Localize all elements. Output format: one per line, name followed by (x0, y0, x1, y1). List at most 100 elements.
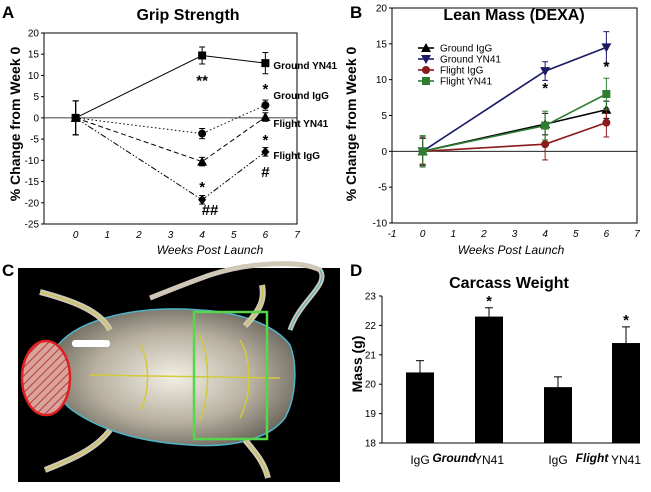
y-tick-label: 23 (365, 292, 377, 303)
marker-bar-icon (72, 340, 110, 347)
y-axis-label: % Change from Week 0 (7, 47, 23, 202)
legend-entry: Flight IgG (440, 66, 484, 77)
y-tick-label: 18 (365, 439, 377, 450)
x-tick-label: 4 (199, 230, 205, 241)
series-end-label: Flight YN41 (273, 119, 328, 130)
data-point (261, 59, 270, 68)
group-label-flight: Flight (576, 451, 610, 465)
data-point (602, 118, 611, 127)
x-tick-label: 4 (542, 229, 548, 240)
legend-swatch-marker (422, 66, 430, 74)
y-tick-label: 15 (28, 50, 40, 61)
panel-label-b: B (350, 3, 362, 22)
legend-entry: Ground IgG (440, 44, 492, 55)
significance-marker: * (199, 179, 205, 196)
data-point (602, 90, 611, 98)
legend-swatch-marker (422, 77, 430, 85)
y-tick-label: -10 (373, 219, 388, 230)
data-point (541, 121, 550, 130)
y-tick-label: 5 (33, 92, 39, 103)
data-point (198, 129, 207, 138)
x-tick-label: 7 (294, 230, 300, 241)
data-point (541, 140, 550, 149)
bar (544, 387, 572, 443)
x-tick-label: 3 (512, 229, 518, 240)
y-tick-label: -5 (30, 135, 39, 146)
head-exclusion-region-icon (20, 339, 72, 417)
x-tick-label: 0 (420, 229, 426, 240)
x-tick-label: 2 (480, 229, 487, 240)
series-line (75, 104, 266, 135)
significance-marker: * (486, 293, 492, 310)
x-tick-label: 5 (573, 229, 579, 240)
x-tick-label: 2 (135, 230, 142, 241)
series-end-label: Ground IgG (273, 91, 329, 102)
series-line (75, 54, 266, 119)
significance-marker: ** (196, 73, 208, 90)
series-line (75, 117, 266, 201)
series-line (75, 116, 266, 163)
x-tick-label: 6 (263, 230, 269, 241)
plot-frame (391, 7, 638, 224)
data-point (260, 112, 271, 122)
category-label: IgG (548, 453, 567, 467)
legend-entry: Flight YN41 (440, 77, 493, 88)
y-tick-label: -10 (25, 156, 40, 167)
data-point (418, 147, 427, 156)
y-axis-label: % Change from Week 0 (343, 47, 359, 202)
y-tick-label: 22 (365, 321, 377, 332)
data-point (261, 146, 270, 157)
series-end-label: Flight IgG (273, 151, 320, 162)
y-tick-label: 20 (365, 380, 377, 391)
data-point (71, 112, 80, 123)
mouse-body-icon (51, 308, 296, 447)
y-tick-label: -25 (25, 220, 40, 231)
y-tick-label: 10 (28, 71, 40, 82)
bar (406, 372, 434, 443)
roi-box-icon (192, 310, 269, 441)
group-label-ground: Ground (432, 451, 476, 465)
x-tick-label: 3 (168, 230, 174, 241)
x-axis-label: Weeks Post Launch (157, 243, 264, 257)
y-tick-label: 0 (381, 147, 387, 158)
data-point (540, 67, 551, 77)
dexa-scan-image (18, 261, 340, 482)
legend-entry: Ground YN41 (440, 55, 501, 66)
x-tick-label: 0 (73, 230, 79, 241)
panel-label-d: D (350, 261, 362, 280)
panel-label-a: A (2, 3, 14, 22)
data-point (198, 51, 207, 60)
x-tick-label: 6 (604, 229, 610, 240)
y-tick-label: 19 (365, 409, 377, 420)
category-label: YN41 (474, 453, 504, 467)
y-tick-label: -15 (25, 177, 40, 188)
chart-title: Lean Mass (DEXA) (443, 7, 584, 24)
data-point (198, 194, 207, 205)
y-tick-label: 20 (28, 29, 40, 40)
chart-title: Grip Strength (136, 7, 239, 24)
x-axis-label: Weeks Post Launch (458, 243, 565, 257)
category-label: IgG (410, 453, 429, 467)
y-axis-label: Mass (g) (349, 336, 365, 393)
y-tick-label: -20 (25, 198, 40, 209)
panel-label-c: C (2, 261, 14, 280)
series-line (422, 121, 607, 153)
chart-grip-strength: Grip Strength Weeks Post Launch % Change… (7, 7, 338, 257)
data-point (601, 43, 612, 53)
significance-marker: ## (202, 202, 219, 219)
x-tick-label: -1 (388, 229, 397, 240)
series-line (422, 93, 607, 153)
y-tick-label: 5 (381, 111, 387, 122)
x-tick-label: 5 (231, 230, 237, 241)
x-tick-label: 7 (634, 229, 640, 240)
y-tick-label: 20 (376, 4, 388, 15)
bar (475, 316, 503, 443)
x-tick-label: 1 (104, 230, 110, 241)
data-point (261, 101, 270, 110)
chart-carcass-weight: Carcass Weight Mass (g) Ground Flight 18… (349, 275, 641, 467)
y-tick-label: 0 (33, 113, 39, 124)
significance-marker: * (262, 81, 268, 98)
plot-frame (43, 32, 298, 225)
y-tick-label: 21 (365, 350, 377, 361)
